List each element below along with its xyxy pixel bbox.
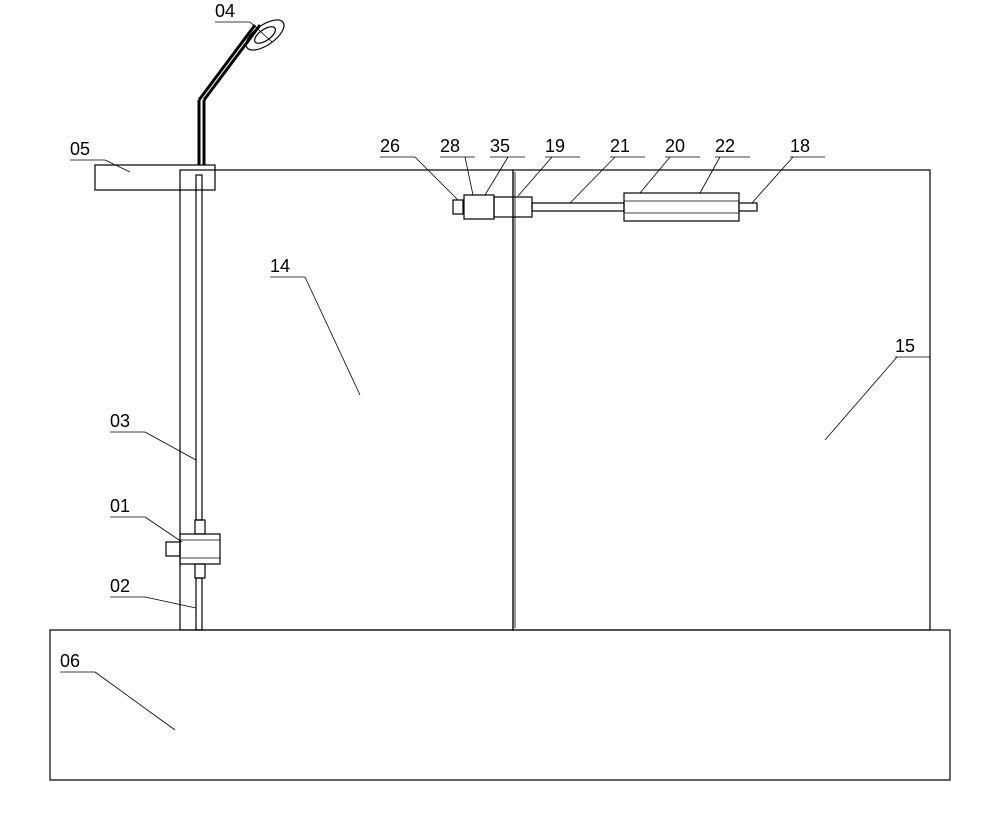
callout-05: 05	[70, 139, 90, 160]
cabinet-left-rect	[180, 170, 513, 630]
leader-r28-seg0	[465, 157, 473, 195]
leader-r26-seg0	[415, 157, 458, 200]
callout-22: 22	[715, 136, 735, 157]
lock-rod	[532, 203, 624, 211]
leader-r19-seg0	[518, 157, 552, 196]
leader-r18-seg0	[752, 157, 793, 203]
callout-20: 20	[665, 136, 685, 157]
diagram-stage: 04 05 26 28 35 19 21 20 22 18 14 03 01 02 15 06	[0, 0, 1000, 818]
leader-r14-seg0	[305, 277, 360, 395]
callout-02: 02	[110, 576, 130, 597]
base-rect	[50, 630, 950, 780]
leader-r01-seg0	[145, 517, 182, 542]
valve-body-rect	[180, 534, 220, 564]
callout-28: 28	[440, 136, 460, 157]
drain-pipe-rect	[196, 578, 202, 630]
lock-bolt-block	[464, 195, 494, 219]
valve-nipple-bottom	[195, 564, 205, 578]
valve-nipple-top	[195, 520, 205, 534]
lock-cyl-rod	[739, 203, 757, 211]
shower-arm-1-b	[204, 25, 260, 100]
leader-r22-seg0	[700, 157, 720, 193]
leader-r03-seg0	[145, 432, 196, 460]
lock-nut	[453, 200, 463, 214]
callout-21: 21	[610, 136, 630, 157]
leader-r06-seg0	[95, 672, 175, 730]
cabinet-right-rect	[513, 170, 930, 630]
leader-r02-seg0	[145, 597, 196, 608]
valve-nut-rect	[166, 542, 180, 556]
callout-03: 03	[110, 411, 130, 432]
callout-15: 15	[895, 336, 915, 357]
callout-06: 06	[60, 651, 80, 672]
callout-35: 35	[490, 136, 510, 157]
leader-r15-seg0	[825, 357, 897, 440]
callout-18: 18	[790, 136, 810, 157]
leader-r20-seg0	[640, 157, 670, 193]
callout-04: 04	[215, 1, 235, 22]
leader-r21-seg0	[570, 157, 615, 203]
bracket-rect	[95, 165, 215, 190]
callout-26: 26	[380, 136, 400, 157]
diagram-svg	[0, 0, 1000, 818]
callout-14: 14	[270, 256, 290, 277]
leader-r05-seg0	[105, 160, 130, 172]
lock-cylinder	[624, 193, 739, 221]
leader-r35-seg0	[485, 157, 508, 195]
callout-19: 19	[545, 136, 565, 157]
shower-arm-1	[199, 25, 255, 100]
pipe-rect	[196, 175, 202, 520]
callout-01: 01	[110, 496, 130, 517]
